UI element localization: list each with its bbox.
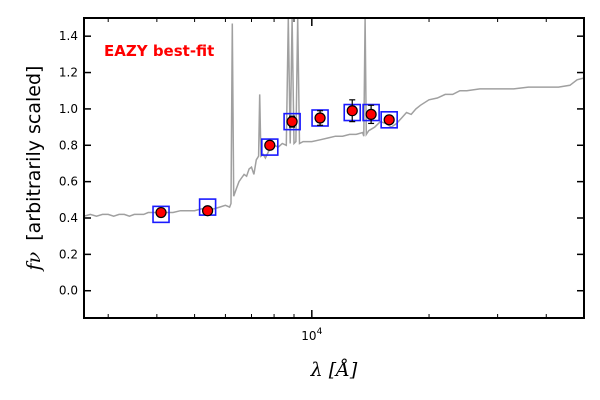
y-tick-label: 0.4 (59, 211, 78, 225)
model-flux-square (152, 205, 170, 224)
observed-point (286, 116, 298, 128)
annotation-label: EAZY best-fit (104, 42, 214, 60)
y-axis-label-symbol: fν (23, 251, 45, 272)
y-tick-label: 1.0 (59, 102, 78, 116)
y-axis-label-text: [arbitrarily scaled] (23, 66, 45, 241)
observed-point (365, 108, 377, 120)
y-tick-label: 0.2 (59, 247, 78, 261)
model-flux-square (380, 111, 398, 129)
observed-point (202, 205, 214, 217)
model-flux-square (283, 112, 301, 131)
model-flux-square (260, 138, 279, 156)
y-tick-label: 0.0 (59, 284, 78, 298)
observed-point (314, 112, 326, 124)
y-tick-label: 0.8 (59, 138, 78, 152)
x-tick-label-base: 10 (301, 329, 316, 343)
observed-point (346, 105, 358, 117)
y-tick-label: 1.4 (59, 29, 78, 43)
observed-point (383, 114, 395, 126)
x-axis-label: λ [Å] (310, 359, 358, 381)
plot-area (84, 18, 584, 224)
observed-point (155, 206, 167, 219)
y-tick-label: 0.6 (59, 175, 78, 189)
x-tick-label: 104 (301, 327, 322, 343)
plot-background (84, 18, 584, 318)
y-axis-label: fν [arbitrarily scaled] (23, 66, 45, 273)
observed-point (264, 139, 276, 151)
plot-frame (83, 17, 585, 319)
model-flux-square (311, 109, 329, 127)
x-tick-label-exponent: 4 (317, 327, 323, 337)
axes: 0.0 0.2 0.4 0.6 0.8 1.0 1.2 1.4 104 (59, 18, 585, 343)
y-tick-label: 1.2 (59, 66, 78, 80)
